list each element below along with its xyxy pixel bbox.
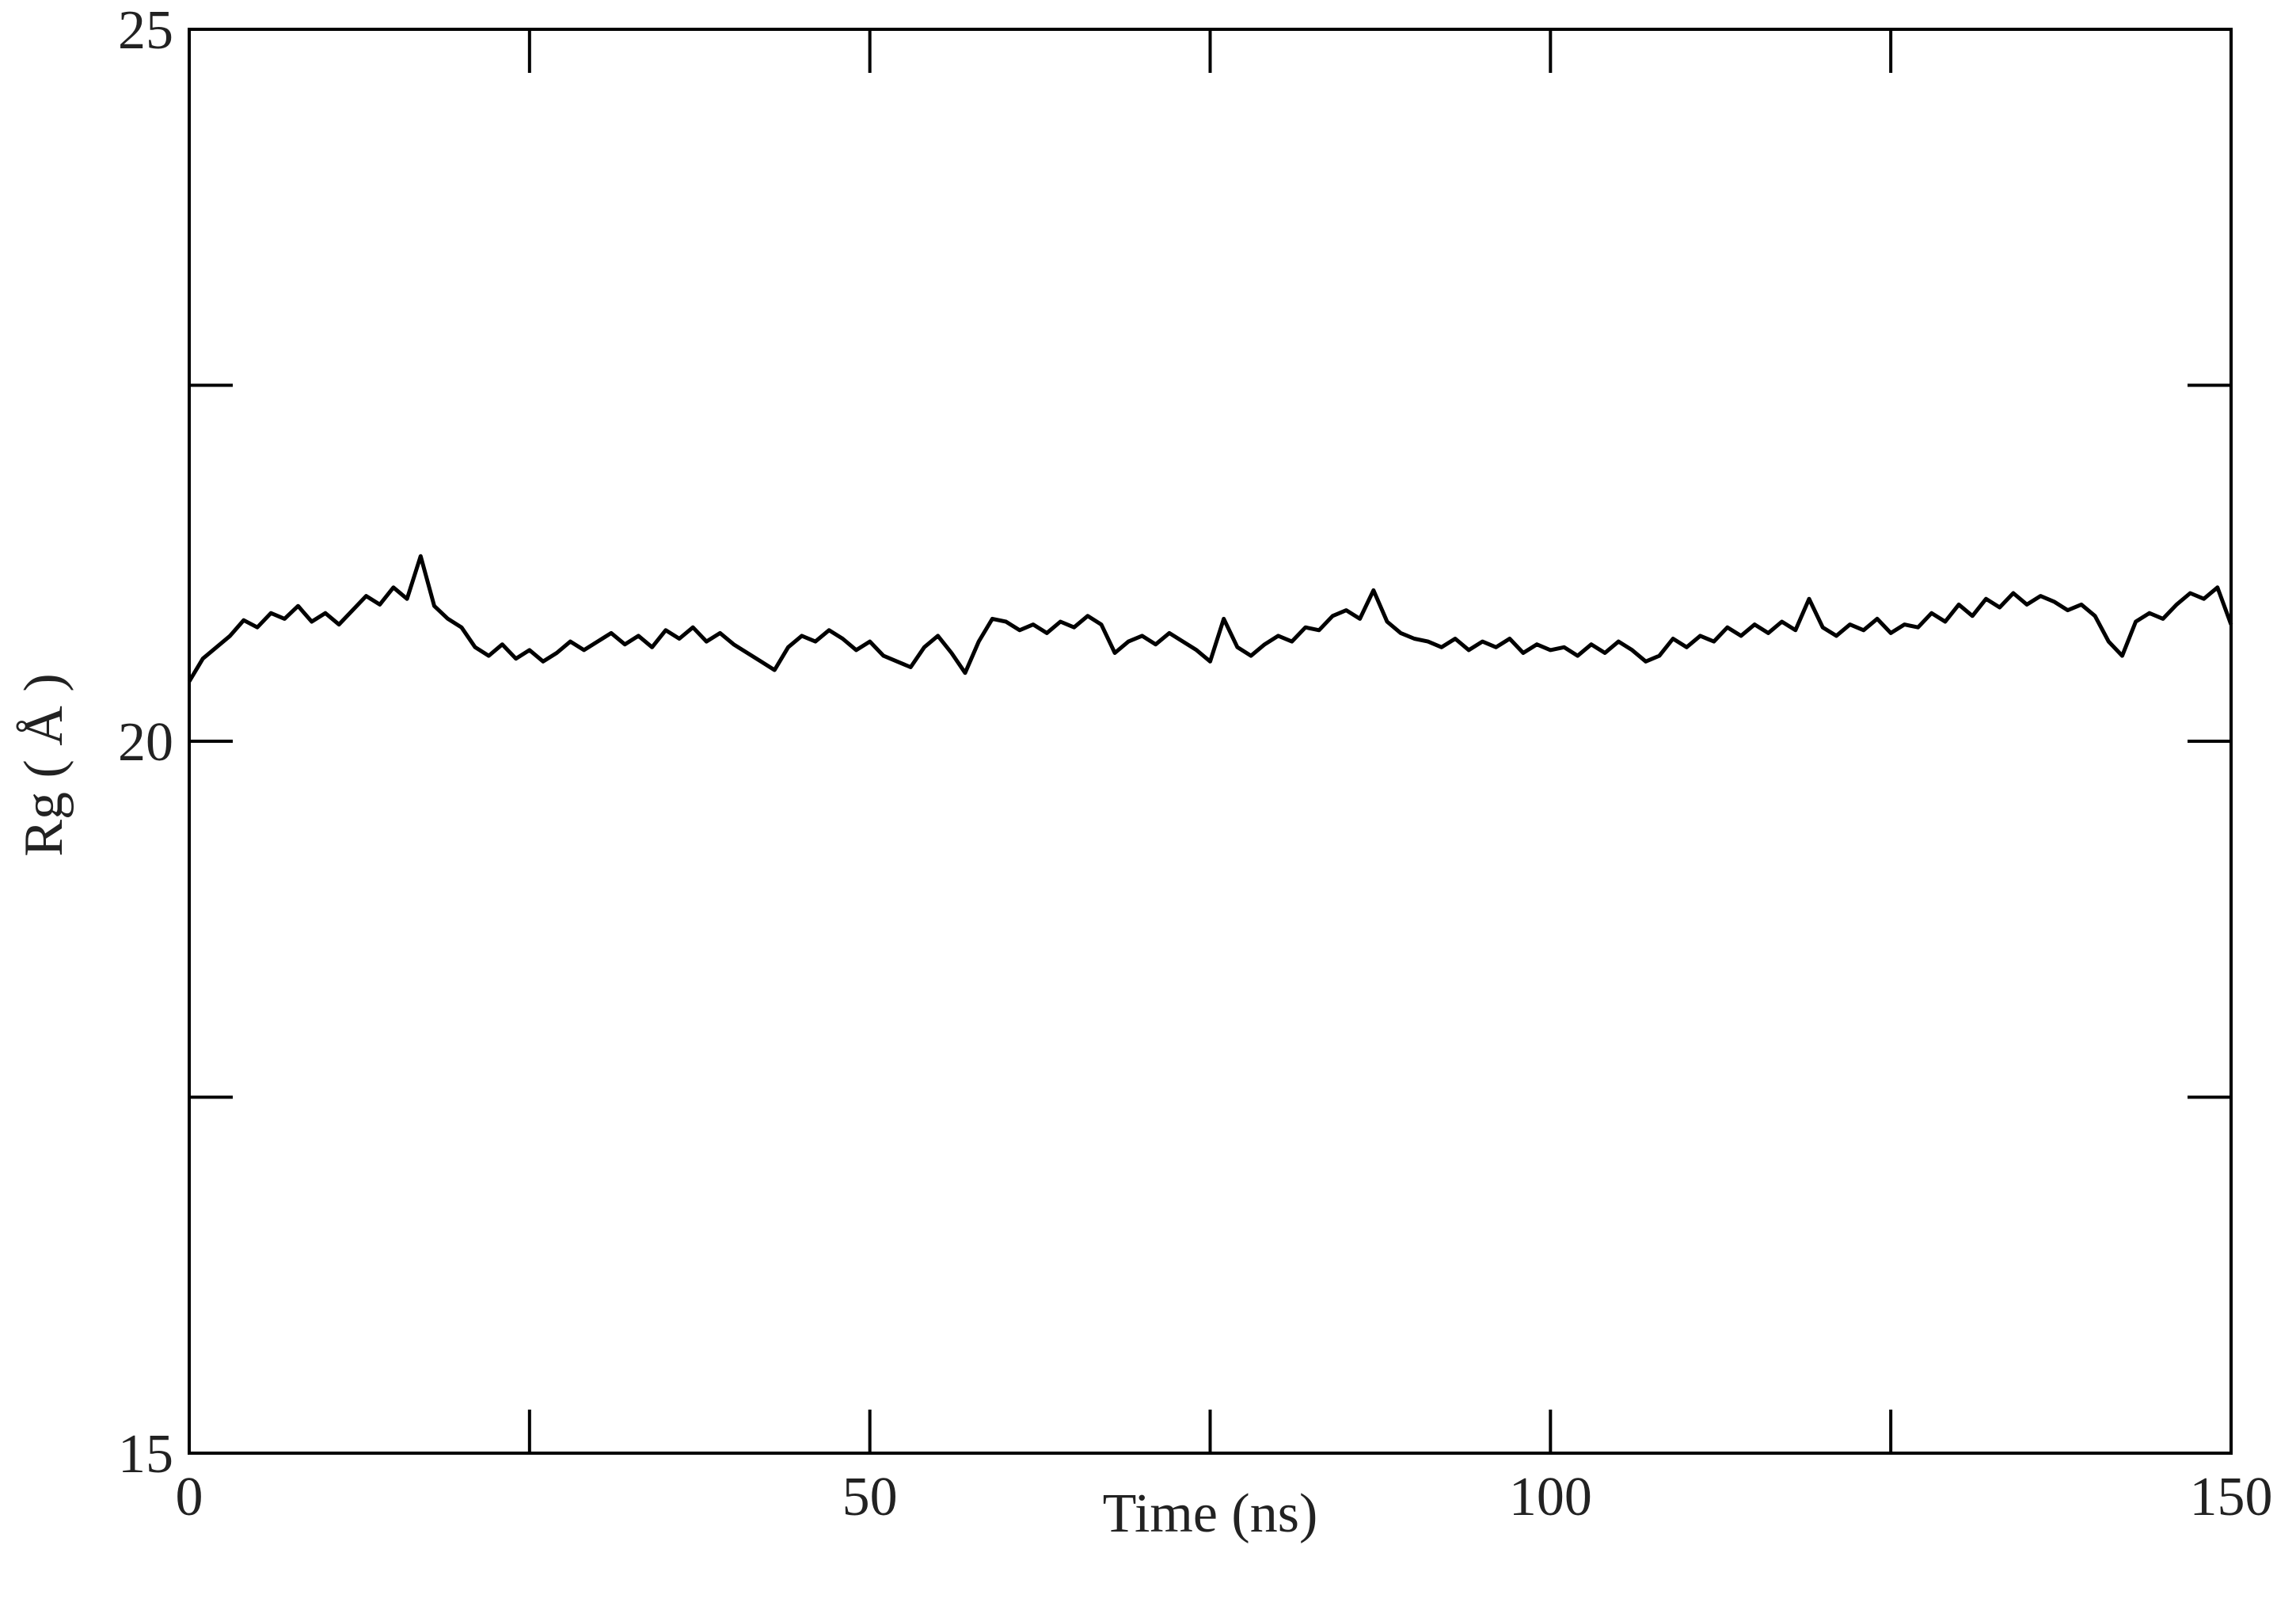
y-tick-label: 15	[118, 1424, 173, 1485]
x-tick-label: 0	[176, 1467, 203, 1528]
x-axis-label: Time (ns)	[1103, 1483, 1318, 1544]
x-tick-label: 100	[1509, 1467, 1592, 1528]
y-tick-label: 25	[118, 0, 173, 61]
y-axis-label: Rg ( Å )	[13, 673, 74, 856]
data-line	[187, 554, 2233, 683]
plot-frame	[188, 28, 2233, 1455]
y-tick-label: 20	[118, 712, 173, 773]
x-tick-label: 150	[2190, 1467, 2273, 1528]
x-tick-label: 50	[842, 1467, 898, 1528]
